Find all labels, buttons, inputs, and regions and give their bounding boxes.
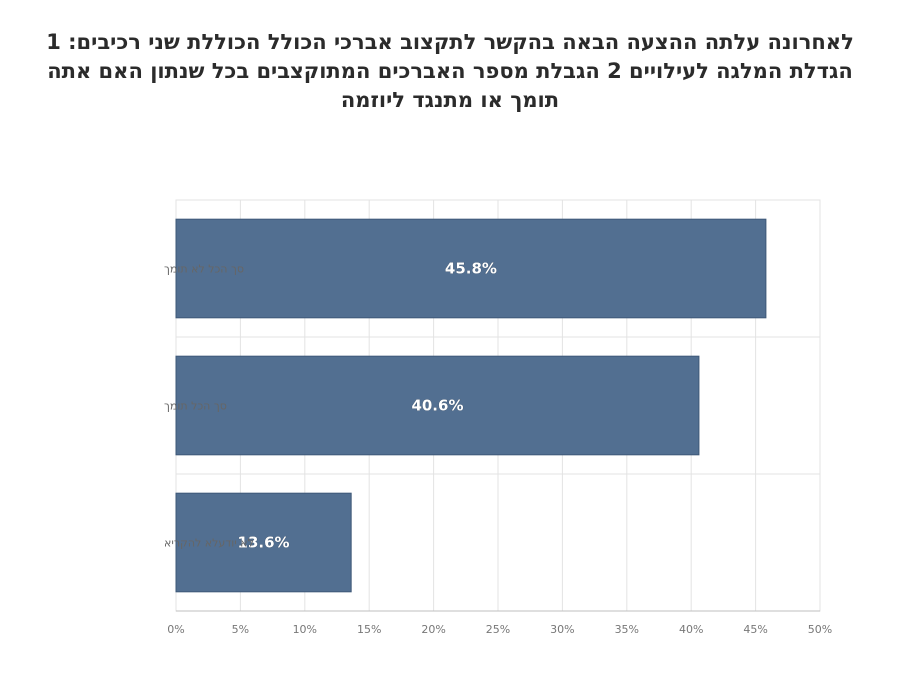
x-tick-label: 15% [357,623,381,636]
category-label: סך הכל לא תומך [164,263,244,276]
category-label: סך הכל תומך [164,400,227,413]
x-tick-label: 30% [550,623,574,636]
x-tick-label: 5% [232,623,249,636]
bar-value-label: 40.6% [411,397,463,415]
x-tick-label: 20% [421,623,445,636]
x-tick-label: 0% [167,623,184,636]
x-tick-label: 10% [293,623,317,636]
x-tick-label: 35% [615,623,639,636]
category-label: לא יודעלא להקריא [164,537,254,550]
x-tick-label: 25% [486,623,510,636]
bar-series: 45.8% 40.6% 13.6% [175,218,767,593]
bar [175,355,700,456]
x-tick-label: 50% [808,623,832,636]
bar [175,492,352,593]
bar-value-label: 45.8% [445,260,497,278]
bar [175,218,767,319]
x-tick-label: 45% [743,623,767,636]
chart-title: לאחרונה עלתה ההצעה הבאה בהקשר לתקצוב אבר… [46,30,854,112]
category-labels: סך הכל לא תומך סך הכל תומך לא יודעלא להקרי… [164,263,254,550]
x-axis-tick-labels: 0% 5% 10% 15% 20% 25% 30% 35% 40% 45% 50% [167,623,832,636]
bar-value-label: 13.6% [238,534,290,552]
x-tick-label: 40% [679,623,703,636]
